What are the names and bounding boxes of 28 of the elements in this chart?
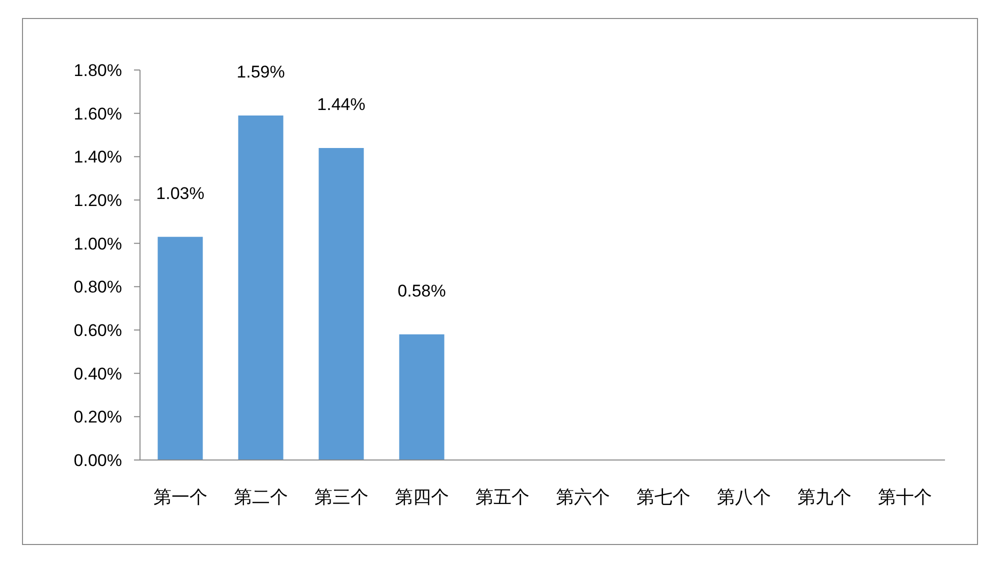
x-tick-label: 第五个: [475, 487, 530, 507]
x-tick-label: 第七个: [636, 487, 690, 507]
x-tick-label: 第一个: [153, 487, 208, 507]
y-tick-label: 1.00%: [74, 234, 122, 254]
data-label: 1.44%: [317, 95, 366, 114]
x-tick-label: 第四个: [394, 487, 449, 507]
data-label: 0.58%: [398, 281, 446, 300]
data-label: 1.59%: [236, 62, 285, 82]
bar: [238, 116, 284, 460]
y-tick-label: 0.00%: [74, 451, 122, 470]
y-tick-label: 0.40%: [74, 364, 122, 384]
x-tick-label: 第二个: [234, 487, 288, 507]
y-tick-label: 0.60%: [74, 321, 122, 340]
y-tick-label: 1.80%: [74, 61, 122, 80]
y-tick-label: 1.20%: [74, 191, 122, 210]
x-tick-label: 第六个: [556, 487, 610, 507]
y-tick-label: 0.20%: [74, 408, 122, 427]
x-tick-label: 第三个: [314, 487, 368, 507]
bar: [399, 334, 444, 460]
x-tick-label: 第八个: [716, 487, 771, 507]
bar: [158, 236, 203, 460]
y-tick-label: 1.60%: [74, 104, 122, 124]
x-tick-label: 第十个: [878, 487, 932, 507]
x-tick-label: 第九个: [797, 487, 852, 507]
y-tick-label: 0.80%: [74, 278, 122, 297]
y-tick-label: 1.40%: [74, 148, 122, 167]
bar: [318, 148, 364, 460]
data-label: 1.03%: [156, 184, 204, 203]
